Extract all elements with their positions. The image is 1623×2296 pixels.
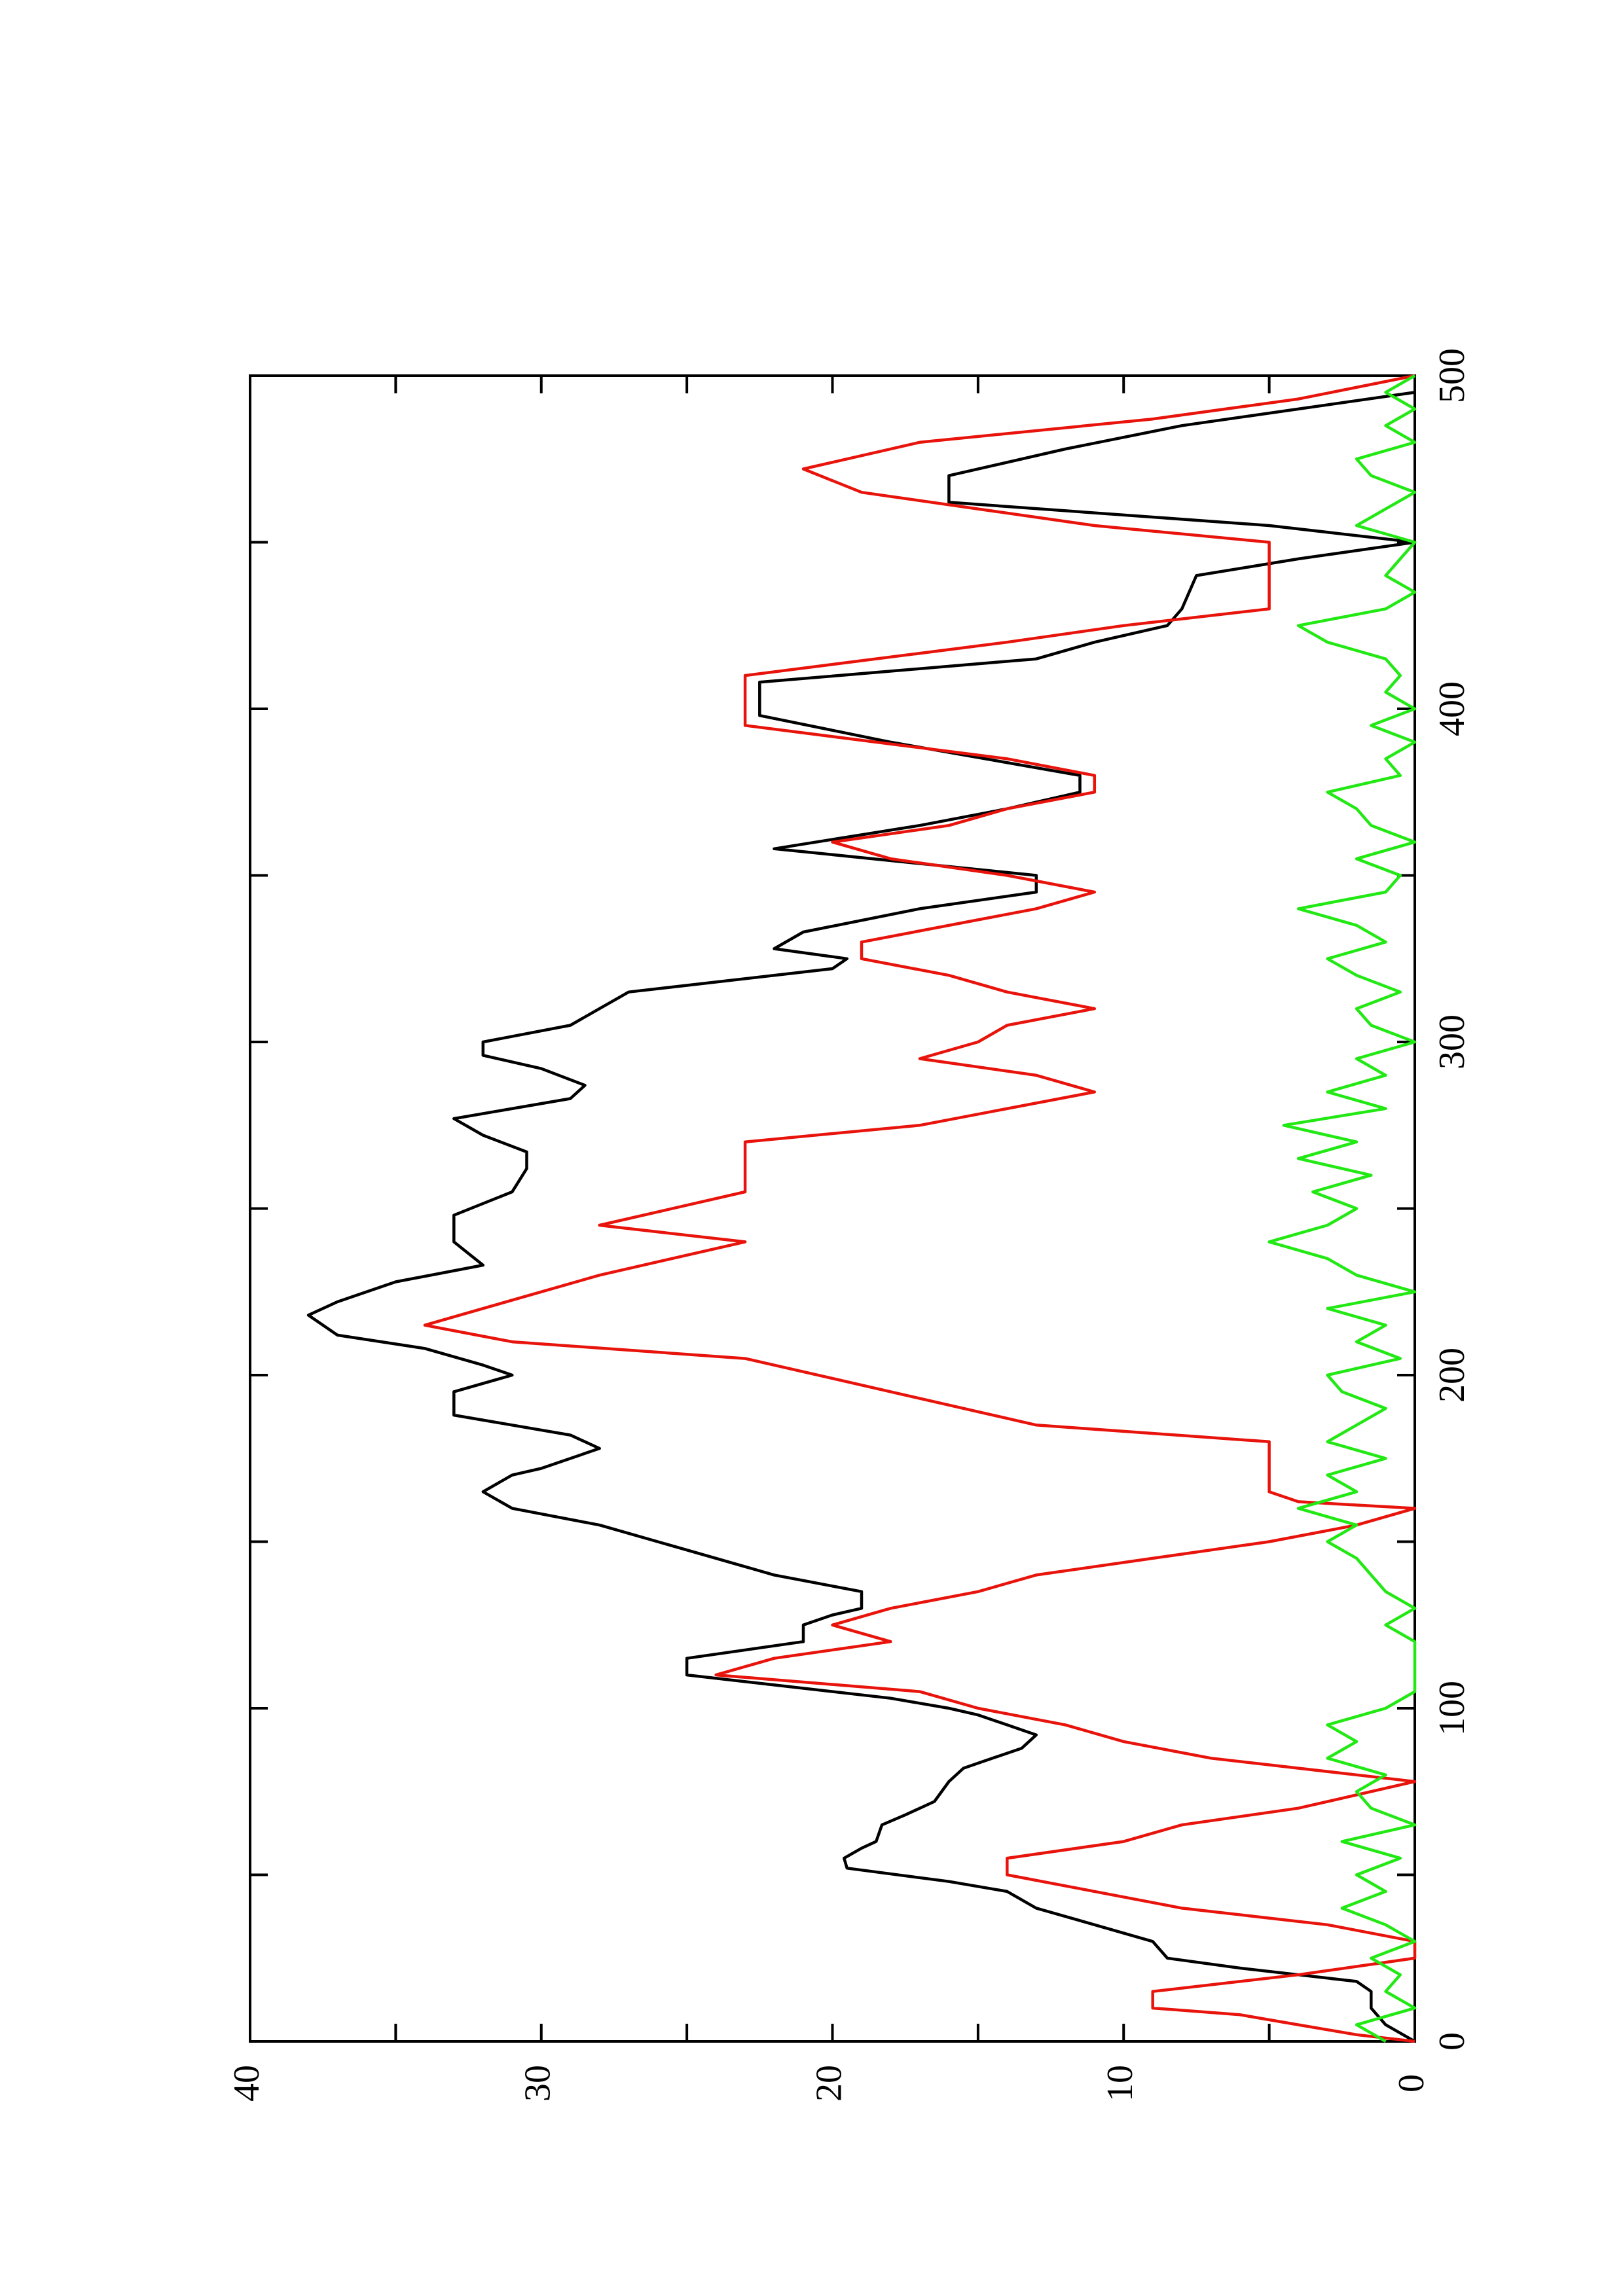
x-tick-label: 500 <box>1432 348 1472 403</box>
series-line <box>306 391 1417 2043</box>
y-tick-label: 10 <box>1100 2065 1140 2102</box>
series-line <box>423 374 1417 2043</box>
y-tick-label: 0 <box>1391 2074 1432 2092</box>
y-tick-label: 30 <box>518 2065 558 2102</box>
y-tick-label: 40 <box>227 2065 267 2102</box>
y-tick-label: 20 <box>809 2065 849 2102</box>
x-tick-label: 200 <box>1432 1348 1472 1403</box>
plot-frame <box>249 374 1416 2043</box>
x-tick-label: 300 <box>1432 1014 1472 1069</box>
x-tick-label: 0 <box>1432 2032 1472 2051</box>
x-tick-label: 100 <box>1432 1681 1472 1736</box>
series-line <box>1267 374 1417 2043</box>
x-tick-label: 400 <box>1432 681 1472 736</box>
